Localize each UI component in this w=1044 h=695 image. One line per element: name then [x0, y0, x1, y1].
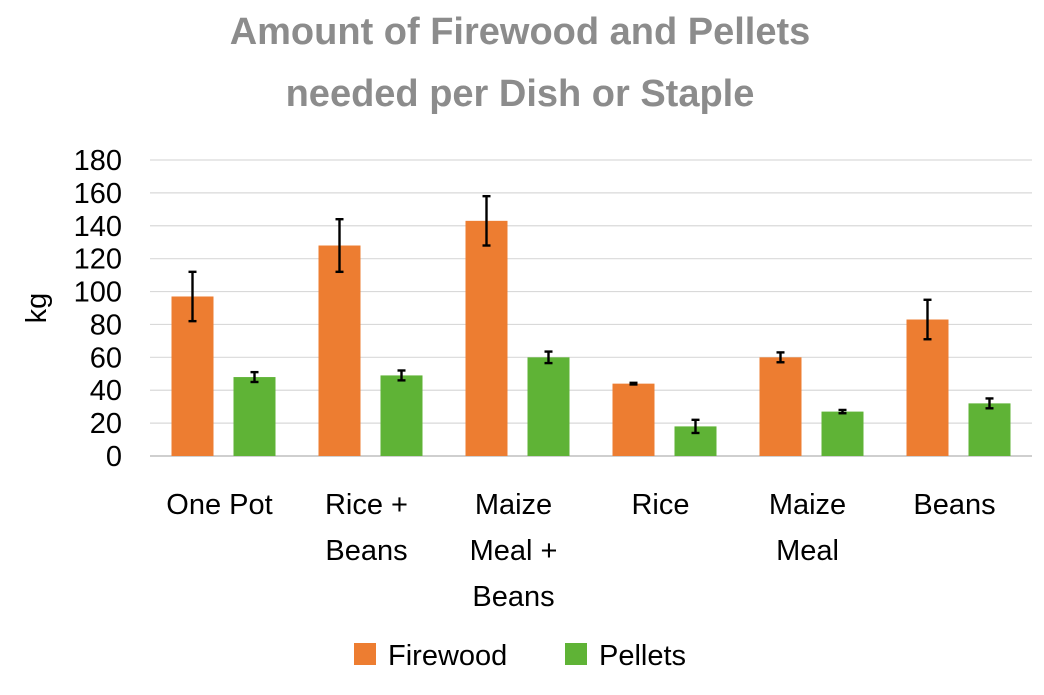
y-tick-label: 180: [74, 145, 122, 177]
error-bar-pellets: [691, 418, 700, 435]
bar-firewood: [759, 357, 802, 456]
legend-item-firewood: Firewood: [354, 640, 507, 672]
bars: [171, 220, 1011, 456]
bar-firewood: [318, 245, 361, 456]
error-bar-pellets: [397, 369, 406, 382]
legend-label: Pellets: [599, 640, 686, 672]
x-category-label: Beans: [913, 489, 995, 521]
x-category-label: Rice: [631, 489, 689, 521]
legend-label: Firewood: [388, 640, 507, 672]
chart-title: Amount of Firewood and Pellets needed per…: [230, 11, 811, 115]
bar-pellets: [233, 377, 276, 456]
y-tick-label: 20: [90, 408, 122, 440]
x-category-label: Rice +: [325, 489, 408, 521]
bar-firewood: [612, 383, 655, 456]
error-bars: [188, 194, 994, 435]
x-category-label: Meal +: [470, 535, 558, 567]
error-bar-firewood: [923, 298, 932, 341]
y-tick-label: 80: [90, 309, 122, 341]
bar-pellets: [527, 357, 570, 456]
legend-swatch: [565, 643, 587, 665]
x-axis-categories: One Pot Rice + Beans Maize Meal + Beans Rice Ma…: [166, 489, 995, 613]
error-bar-firewood: [335, 217, 344, 274]
error-bar-pellets: [544, 350, 553, 365]
gridlines: [150, 159, 1032, 457]
bar-firewood: [171, 296, 214, 456]
y-tick-label: 120: [74, 244, 122, 276]
legend-item-pellets: Pellets: [565, 640, 686, 672]
bar-firewood: [906, 319, 949, 456]
chart-title-line: Amount of Firewood and Pellets: [230, 11, 811, 53]
x-category-label: One Pot: [166, 489, 272, 521]
bar-pellets: [380, 375, 423, 456]
error-bar-pellets: [250, 370, 259, 384]
bar-firewood: [465, 220, 508, 456]
x-category-label: Maize: [475, 489, 552, 521]
y-tick-label: 100: [74, 277, 122, 309]
y-axis-label: kg: [21, 293, 53, 324]
error-bar-firewood: [776, 351, 785, 364]
bar-pellets: [968, 403, 1011, 456]
y-tick-label: 0: [106, 441, 122, 473]
legend: Firewood Pellets: [354, 640, 686, 672]
chart-title-line: needed per Dish or Staple: [286, 73, 755, 115]
y-tick-label: 60: [90, 342, 122, 374]
y-tick-label: 40: [90, 375, 122, 407]
x-category-label: Beans: [325, 535, 407, 567]
x-category-label: Maize: [769, 489, 846, 521]
y-axis-title: kg: [21, 293, 53, 324]
error-bar-pellets: [838, 408, 847, 415]
x-category-label: Beans: [472, 581, 554, 613]
y-tick-label: 160: [74, 178, 122, 210]
legend-swatch: [354, 643, 376, 665]
bar-pellets: [821, 411, 864, 456]
error-bar-firewood: [188, 270, 197, 323]
x-category-label: Meal: [776, 535, 839, 567]
error-bar-pellets: [985, 397, 994, 410]
error-bar-firewood: [629, 381, 638, 386]
y-tick-label: 140: [74, 211, 122, 243]
error-bar-firewood: [482, 194, 491, 247]
